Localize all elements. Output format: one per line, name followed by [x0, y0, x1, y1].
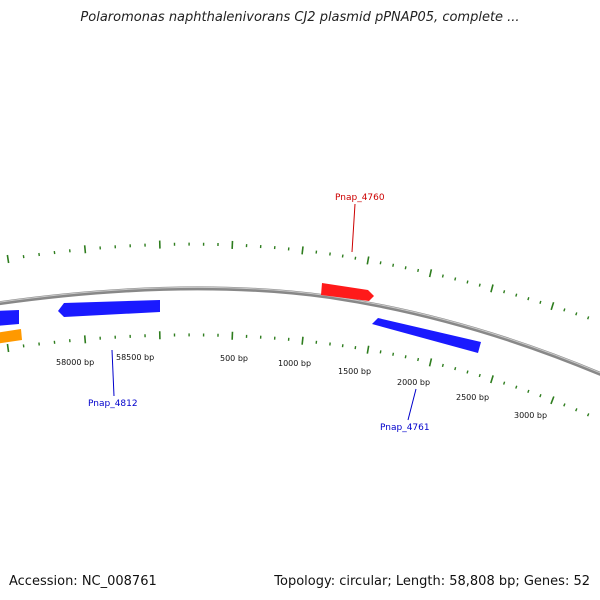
tick-label: 58500 bp — [116, 353, 154, 362]
major-tick — [490, 375, 494, 384]
minor-tick — [587, 316, 590, 320]
plasmid-backbone — [0, 286, 600, 376]
accession-text: Accession: NC_008761 — [9, 574, 157, 589]
major-tick — [6, 343, 10, 353]
minor-tick — [539, 300, 542, 304]
gene-label-pnap-4761[interactable]: Pnap_4761 — [380, 423, 430, 433]
minor-tick — [563, 403, 566, 407]
major-tick — [83, 335, 87, 344]
leader-pnap-4760 — [351, 203, 356, 253]
minor-tick — [478, 283, 481, 287]
minor-tick — [503, 381, 506, 385]
major-tick — [301, 336, 304, 345]
major-tick — [428, 358, 433, 367]
map-title: Polaromonas naphthalenivorans CJ2 plasmi… — [80, 10, 520, 25]
major-tick — [301, 246, 304, 255]
major-tick — [428, 269, 433, 278]
minor-tick — [478, 373, 481, 378]
minor-tick — [441, 363, 444, 368]
topology-summary: Topology: circular; Length: 58,808 bp; G… — [274, 574, 590, 589]
minor-tick — [539, 394, 542, 398]
tick-label: 58000 bp — [56, 358, 94, 367]
gene-arrow-pnap-4761[interactable] — [372, 318, 481, 353]
minor-tick — [466, 370, 469, 374]
gene-label-pnap-4760[interactable]: Pnap_4760 — [335, 193, 385, 203]
gene-label-pnap-4812[interactable]: Pnap_4812 — [88, 399, 138, 409]
major-tick — [550, 302, 555, 311]
inner-tick-ring — [6, 331, 590, 417]
major-tick — [366, 345, 370, 354]
major-tick — [6, 254, 10, 264]
gene-arrow-partial-left[interactable] — [0, 310, 19, 326]
gene-arrow-orange[interactable] — [0, 329, 22, 344]
leader-pnap-4812 — [111, 349, 115, 397]
minor-tick — [515, 293, 518, 297]
tick-label: 2000 bp — [397, 378, 430, 387]
tick-label: 1000 bp — [278, 359, 311, 368]
minor-tick — [392, 352, 395, 356]
minor-tick — [404, 266, 407, 270]
leader-pnap-4761 — [407, 388, 417, 421]
minor-tick — [417, 268, 420, 273]
minor-tick — [466, 280, 469, 284]
tick-label: 3000 bp — [514, 411, 547, 420]
major-tick — [490, 284, 494, 293]
minor-tick — [379, 261, 382, 265]
major-tick — [83, 245, 87, 254]
minor-tick — [392, 263, 395, 267]
minor-tick — [354, 256, 357, 260]
minor-tick — [379, 350, 382, 354]
minor-tick — [575, 312, 578, 316]
minor-tick — [441, 274, 444, 278]
minor-tick — [417, 357, 420, 362]
tick-label: 1500 bp — [338, 367, 371, 376]
tick-label: 2500 bp — [456, 393, 489, 402]
outer-tick-ring — [6, 240, 590, 320]
minor-tick — [575, 408, 578, 412]
gene-arrow-pnap-4760[interactable] — [321, 283, 374, 301]
gene-arrow-pnap-4812[interactable] — [58, 300, 160, 317]
minor-tick — [563, 308, 566, 312]
minor-tick — [515, 385, 518, 389]
tick-label: 500 bp — [220, 354, 248, 363]
minor-tick — [454, 366, 457, 371]
minor-tick — [404, 355, 407, 359]
minor-tick — [454, 277, 457, 281]
major-tick — [366, 256, 370, 265]
minor-tick — [527, 389, 530, 393]
minor-tick — [586, 413, 590, 417]
major-tick — [550, 396, 555, 405]
minor-tick — [503, 290, 506, 294]
minor-tick — [527, 297, 530, 301]
